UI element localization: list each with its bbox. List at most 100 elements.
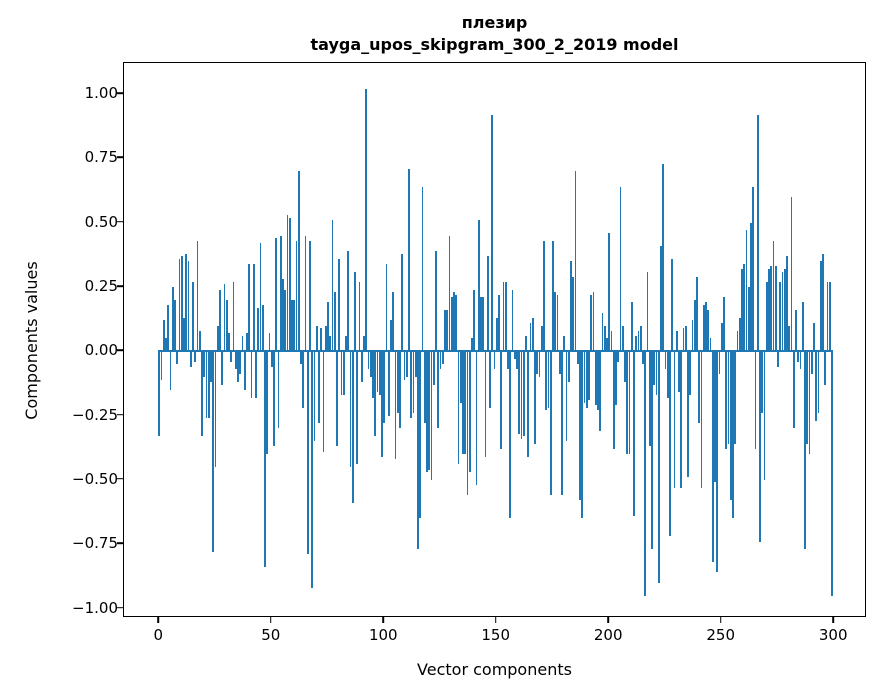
bar <box>606 338 608 352</box>
bar <box>538 351 541 378</box>
bar <box>171 287 174 352</box>
y-tick-label: 0.25 <box>84 277 118 295</box>
bar <box>351 351 354 504</box>
bar <box>414 351 417 378</box>
bar <box>684 325 687 352</box>
bar <box>637 330 640 352</box>
bar <box>603 325 606 352</box>
bar <box>680 351 683 488</box>
bar <box>655 351 658 396</box>
x-tick-label: 250 <box>706 626 735 644</box>
bar <box>612 351 615 450</box>
bar <box>430 351 433 480</box>
bar <box>275 238 278 352</box>
bar <box>657 351 660 583</box>
bar <box>545 351 548 411</box>
bar <box>813 323 815 352</box>
bar <box>702 305 705 352</box>
bar <box>347 251 350 352</box>
bar <box>318 351 320 424</box>
bar <box>392 292 395 352</box>
bar <box>583 351 586 403</box>
bar <box>502 281 505 352</box>
bar <box>727 351 730 444</box>
bar <box>480 297 482 352</box>
bar <box>599 351 602 432</box>
bar <box>455 294 458 352</box>
bar <box>255 351 257 398</box>
y-tick-mark <box>117 606 123 609</box>
bar <box>597 351 599 411</box>
bar <box>714 351 716 483</box>
bar <box>761 351 764 414</box>
bar <box>745 230 748 352</box>
bar <box>790 196 793 352</box>
bar <box>666 351 669 398</box>
bar <box>527 351 530 457</box>
bar <box>322 351 325 452</box>
bar <box>493 351 496 370</box>
bar <box>592 292 595 352</box>
x-tick-mark <box>832 617 834 623</box>
bar <box>421 186 424 352</box>
bar <box>468 351 471 473</box>
bar <box>826 281 829 352</box>
bar <box>786 256 788 352</box>
bar <box>615 351 617 406</box>
bar <box>689 351 692 396</box>
bar <box>630 302 633 352</box>
bar <box>763 351 766 480</box>
bar <box>804 351 806 550</box>
bar <box>797 351 800 362</box>
bar <box>336 351 338 447</box>
bar <box>194 351 197 362</box>
bar <box>201 351 203 437</box>
bar <box>419 351 422 519</box>
bar <box>462 351 464 455</box>
bar <box>237 351 239 383</box>
bar <box>795 310 797 352</box>
bar <box>277 351 280 429</box>
bar <box>477 220 480 352</box>
bar <box>500 351 503 450</box>
bar <box>698 351 701 424</box>
bar <box>736 330 739 352</box>
bar <box>369 351 372 378</box>
bar <box>356 351 359 465</box>
bar <box>214 351 217 468</box>
bar <box>306 351 309 555</box>
bar <box>770 266 773 352</box>
bar <box>408 168 410 352</box>
bar <box>174 299 176 352</box>
bar <box>752 186 755 352</box>
bar <box>225 299 228 352</box>
bar <box>232 281 235 352</box>
bar <box>489 351 491 408</box>
bar <box>234 351 237 370</box>
bar <box>754 351 757 450</box>
x-tick-mark <box>719 617 722 623</box>
chart-title: плезир tayga_upos_skipgram_300_2_2019 mo… <box>123 12 866 56</box>
bar <box>185 253 188 352</box>
bar <box>590 294 593 352</box>
bar <box>257 307 260 352</box>
x-tick-label: 150 <box>481 626 510 644</box>
bar <box>178 258 181 352</box>
bar <box>459 351 462 403</box>
bar <box>723 297 725 352</box>
bar <box>192 281 194 352</box>
bar <box>750 222 752 352</box>
bar <box>268 333 271 352</box>
bar <box>210 351 212 383</box>
bar <box>822 253 824 352</box>
bar <box>302 351 305 408</box>
bar <box>270 351 273 367</box>
bar <box>520 351 523 439</box>
bar <box>547 351 550 408</box>
bar <box>509 351 512 519</box>
bar <box>696 276 698 352</box>
bar <box>167 305 170 352</box>
y-tick-mark <box>117 542 123 544</box>
bar <box>169 351 172 390</box>
bar <box>516 351 518 370</box>
